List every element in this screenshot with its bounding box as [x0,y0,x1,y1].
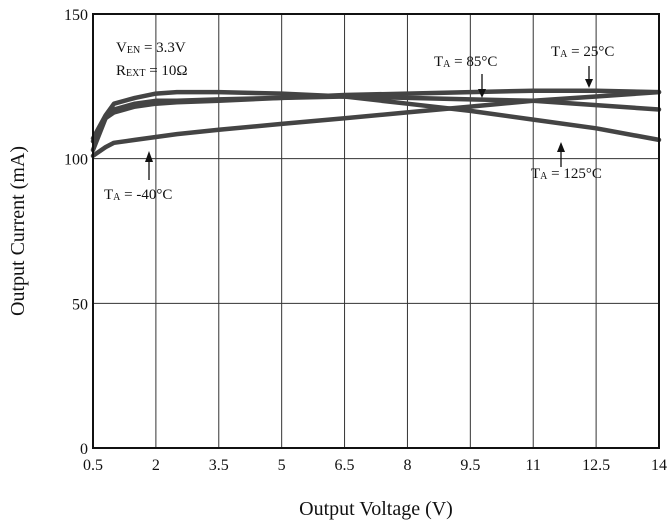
x-tick-label: 11 [526,457,541,474]
x-tick-label: 14 [651,457,667,474]
y-tick-label: 0 [80,441,88,458]
series-line-ta-40-c [90,89,662,159]
series-lines [90,88,662,159]
label-ta-minus40: TA = -40°C [104,187,172,203]
x-tick-label: 6.5 [335,457,355,474]
x-tick-label: 8 [403,457,411,474]
condition-ven: VEN = 3.3V [116,40,186,56]
x-tick-label: 12.5 [582,457,610,474]
arrow-ta-85 [478,74,486,98]
arrow-ta-minus40 [145,151,153,180]
y-tick-label: 100 [64,152,88,169]
x-axis-title: Output Voltage (V) [299,498,453,520]
x-tick-label: 3.5 [209,457,229,474]
y-tick-label: 150 [64,7,88,24]
label-ta-125: TA = 125°C [531,166,602,182]
y-tick-label: 50 [72,296,88,313]
condition-rext: REXT = 10Ω [116,63,188,79]
x-tick-label: 9.5 [460,457,480,474]
label-ta-85: TA = 85°C [434,54,497,70]
label-ta-25: TA = 25°C [551,44,614,60]
plot-frame [92,13,660,449]
arrow-ta-25 [585,66,593,88]
y-tick-labels: 0 50 100 150 [64,7,88,458]
x-tick-label: 0.5 [83,457,103,474]
series-line-ta-125-c [90,89,662,143]
y-axis-title: Output Current (mA) [7,146,29,316]
x-tick-label: 5 [278,457,286,474]
grid [93,14,659,448]
x-tick-labels: 0.5 2 3.5 5 6.5 8 9.5 11 12.5 14 [83,457,667,474]
arrow-ta-125 [557,142,565,167]
x-tick-label: 2 [152,457,160,474]
